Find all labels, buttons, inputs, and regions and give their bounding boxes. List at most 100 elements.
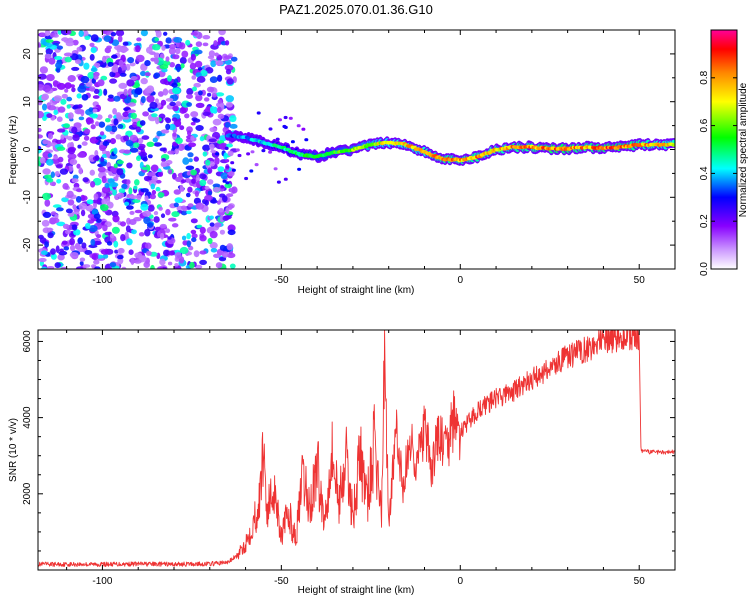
noise-speckle bbox=[90, 34, 99, 42]
noise-speckle bbox=[85, 117, 94, 124]
noise-speckle bbox=[46, 74, 55, 82]
noise-speckle bbox=[115, 30, 125, 37]
noise-speckle bbox=[146, 85, 155, 93]
noise-speckle bbox=[41, 250, 48, 255]
noise-speckle bbox=[77, 104, 83, 109]
noise-speckle bbox=[214, 157, 220, 165]
noise-speckle bbox=[136, 194, 142, 201]
noise-speckle bbox=[124, 231, 129, 239]
noise-speckle bbox=[57, 30, 62, 35]
noise-speckle bbox=[116, 46, 122, 53]
noise-speckle bbox=[89, 86, 96, 92]
noise-speckle bbox=[221, 251, 229, 258]
noise-speckle bbox=[246, 152, 251, 156]
noise-speckle bbox=[179, 125, 185, 131]
noise-speckle bbox=[128, 219, 137, 225]
noise-speckle bbox=[226, 143, 233, 148]
noise-speckle bbox=[180, 179, 187, 184]
noise-speckle bbox=[67, 147, 76, 155]
noise-speckle bbox=[228, 171, 235, 177]
noise-speckle bbox=[202, 144, 211, 152]
noise-speckle bbox=[224, 64, 234, 71]
noise-speckle bbox=[82, 264, 91, 268]
noise-speckle bbox=[155, 186, 161, 192]
noise-speckle bbox=[88, 225, 98, 232]
ridge-core bbox=[671, 143, 675, 147]
noise-speckle bbox=[171, 117, 178, 122]
noise-speckle bbox=[217, 166, 225, 173]
noise-speckle bbox=[193, 250, 200, 258]
noise-speckle bbox=[50, 217, 60, 224]
noise-speckle bbox=[67, 199, 75, 206]
noise-speckle bbox=[209, 215, 215, 220]
noise-speckle bbox=[75, 266, 84, 269]
noise-speckle bbox=[220, 185, 225, 189]
noise-speckle bbox=[107, 61, 114, 67]
noise-speckle bbox=[105, 125, 113, 132]
noise-speckle bbox=[144, 195, 149, 202]
noise-speckle bbox=[178, 42, 186, 50]
noise-speckle bbox=[117, 247, 125, 254]
noise-speckle bbox=[213, 253, 221, 258]
noise-speckle bbox=[167, 236, 172, 240]
noise-speckle bbox=[225, 68, 232, 75]
noise-speckle bbox=[90, 67, 98, 72]
noise-speckle bbox=[219, 214, 225, 223]
noise-speckle bbox=[53, 30, 58, 35]
noise-speckle bbox=[226, 252, 236, 259]
noise-speckle bbox=[101, 175, 107, 184]
noise-speckle bbox=[75, 59, 82, 65]
noise-speckle bbox=[167, 261, 173, 266]
noise-speckle bbox=[49, 32, 55, 38]
noise-speckle bbox=[224, 122, 231, 128]
y-tick-label: 0 bbox=[22, 146, 33, 152]
y-tick-label: 20 bbox=[22, 48, 33, 60]
noise-speckle bbox=[160, 232, 165, 240]
noise-speckle bbox=[128, 187, 133, 195]
noise-speckle bbox=[117, 192, 125, 199]
noise-speckle bbox=[301, 127, 306, 131]
noise-speckle bbox=[48, 57, 56, 65]
noise-speckle bbox=[225, 101, 233, 108]
x-tick-label: -50 bbox=[274, 275, 289, 286]
noise-speckle bbox=[169, 101, 176, 107]
noise-speckle bbox=[130, 76, 138, 80]
noise-speckle bbox=[210, 149, 217, 154]
noise-speckle bbox=[175, 137, 183, 144]
noise-speckle bbox=[75, 196, 82, 203]
noise-speckle bbox=[256, 111, 261, 115]
noise-speckle bbox=[158, 206, 163, 211]
noise-speckle bbox=[217, 41, 222, 46]
noise-speckle bbox=[175, 47, 181, 55]
noise-speckle bbox=[207, 237, 213, 245]
noise-speckle bbox=[93, 240, 102, 246]
noise-speckle bbox=[202, 151, 208, 157]
noise-speckle bbox=[193, 49, 203, 55]
noise-speckle bbox=[101, 198, 107, 205]
noise-speckle bbox=[216, 106, 222, 114]
noise-speckle bbox=[195, 202, 205, 210]
noise-speckle bbox=[64, 56, 72, 63]
noise-speckle bbox=[194, 264, 203, 269]
noise-speckle bbox=[226, 78, 234, 85]
noise-speckle bbox=[185, 165, 195, 171]
noise-speckle bbox=[213, 40, 218, 47]
noise-speckle bbox=[87, 219, 95, 224]
noise-speckle bbox=[278, 118, 282, 122]
noise-speckle bbox=[229, 263, 236, 269]
noise-speckle bbox=[195, 102, 205, 108]
noise-speckle bbox=[273, 167, 278, 171]
noise-speckle bbox=[186, 88, 194, 95]
noise-speckle bbox=[129, 62, 136, 67]
noise-speckle bbox=[154, 30, 160, 34]
noise-speckle bbox=[154, 37, 159, 42]
noise-speckle bbox=[83, 135, 90, 141]
noise-speckle bbox=[133, 93, 139, 98]
noise-speckle bbox=[218, 207, 224, 213]
colorbar-label: Normalized spectral amplitude bbox=[738, 82, 749, 217]
noise-speckle bbox=[82, 177, 89, 183]
noise-speckle bbox=[135, 54, 145, 63]
noise-speckle bbox=[140, 188, 149, 193]
noise-speckle bbox=[186, 210, 192, 215]
